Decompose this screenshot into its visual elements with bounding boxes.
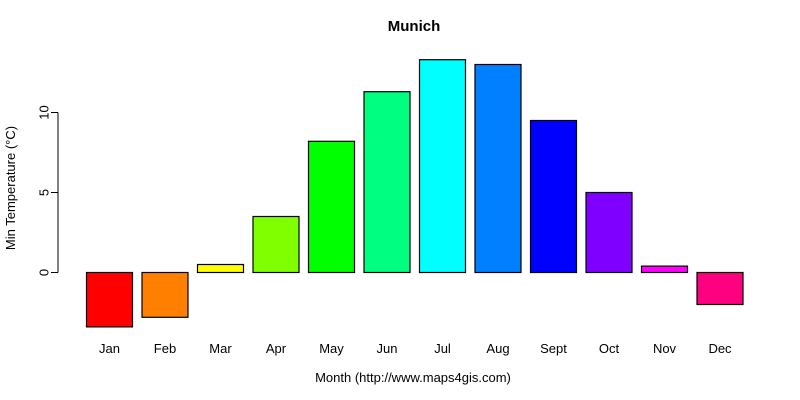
- bars-group: [85, 59, 744, 328]
- bar-sept: [529, 119, 578, 274]
- month-labels-group: Jan Feb Mar Apr May Jun Jul Aug Sept Oct Nov Dec: [99, 341, 732, 356]
- bar-jul: [418, 59, 467, 274]
- month-label-jan: Jan: [99, 341, 120, 356]
- bar-feb: [141, 271, 189, 318]
- bar-jun: [363, 91, 411, 274]
- y-tick-label-10: 10: [37, 105, 52, 119]
- bar-mar: [196, 263, 245, 274]
- x-axis-label: Month (http://www.maps4gis.com): [315, 370, 511, 385]
- bar-apr: [252, 215, 300, 274]
- bar-oct: [585, 191, 633, 274]
- chart-title: Munich: [388, 18, 441, 35]
- bar-jan: [85, 271, 134, 328]
- bar-aug: [474, 63, 522, 274]
- bar-may: [307, 140, 356, 274]
- y-tick-label-0: 0: [37, 269, 52, 276]
- month-label-feb: Feb: [154, 341, 176, 356]
- month-label-mar: Mar: [209, 341, 232, 356]
- month-label-jun: Jun: [377, 341, 398, 356]
- month-label-dec: Dec: [708, 341, 732, 356]
- month-label-apr: Apr: [266, 341, 287, 356]
- bar-nov: [640, 265, 689, 274]
- month-label-jul: Jul: [434, 341, 451, 356]
- month-label-sept: Sept: [540, 341, 567, 356]
- y-axis: 0 5 10: [37, 105, 59, 276]
- month-label-oct: Oct: [599, 341, 620, 356]
- y-tick-label-5: 5: [37, 189, 52, 196]
- month-label-nov: Nov: [653, 341, 677, 356]
- y-axis-label: Min Temperature (°C): [3, 126, 18, 250]
- month-label-may: May: [319, 341, 344, 356]
- month-label-aug: Aug: [486, 341, 509, 356]
- bar-dec: [696, 271, 744, 306]
